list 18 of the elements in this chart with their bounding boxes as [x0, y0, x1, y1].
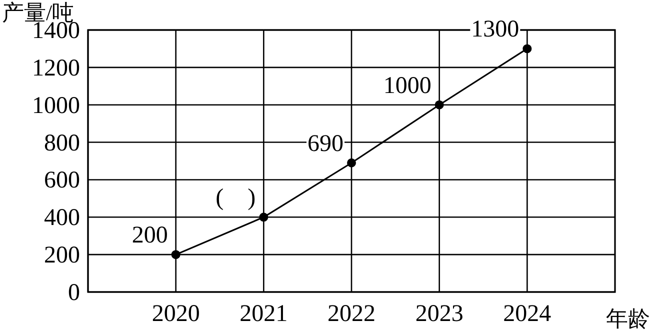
value-label: 690: [308, 130, 344, 157]
xlabel: 年龄: [606, 306, 650, 331]
value-label: 1000: [383, 72, 432, 99]
ytick: 0: [68, 280, 80, 306]
value-label: ( ): [216, 185, 256, 212]
value-label: 200: [132, 222, 168, 249]
xtick: 2020: [152, 301, 200, 327]
ytick: 1200: [32, 55, 80, 82]
ytick: 1000: [32, 92, 80, 119]
ytick: 400: [44, 205, 80, 232]
value-label: 1300: [471, 16, 520, 43]
xtick: 2021: [240, 301, 288, 327]
xtick: 2024: [503, 301, 552, 327]
xtick: 2022: [328, 301, 376, 327]
ytick: 800: [44, 130, 80, 156]
xtick: 2023: [415, 301, 464, 327]
ytick: 200: [44, 242, 80, 269]
ytick: 600: [44, 168, 80, 194]
